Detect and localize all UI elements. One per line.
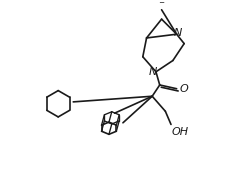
Text: O: O (180, 84, 188, 94)
Text: ─: ─ (159, 0, 164, 6)
Text: N: N (173, 28, 182, 38)
Text: N: N (148, 67, 157, 77)
Text: OH: OH (172, 127, 189, 137)
